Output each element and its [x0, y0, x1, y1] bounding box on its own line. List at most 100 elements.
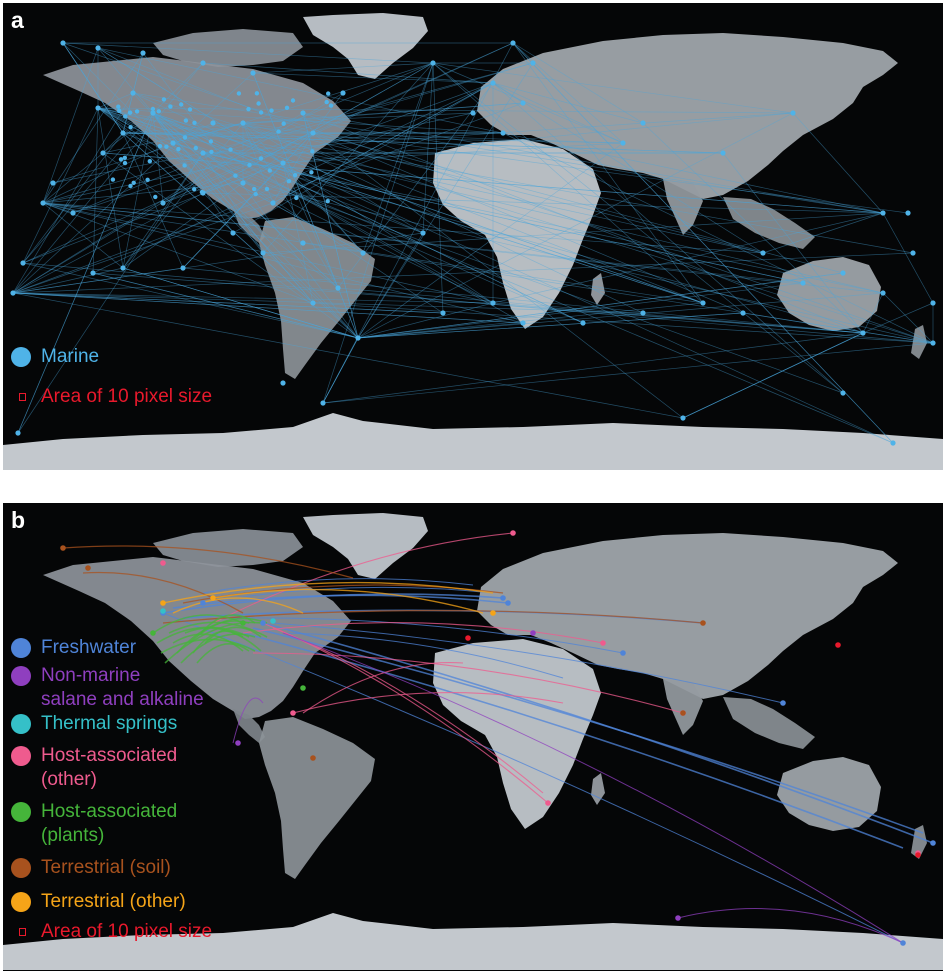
a-link: [202, 62, 434, 194]
a-link: [512, 42, 624, 144]
a-link: [17, 112, 154, 434]
a-sample-point: [252, 186, 257, 192]
panel-letter-b: b: [11, 507, 26, 533]
a-link: [492, 82, 624, 144]
a-link: [122, 267, 359, 339]
b-link-freshwater: [202, 586, 494, 604]
b-sample-points: [60, 530, 936, 946]
a-sample-point: [490, 80, 496, 86]
a-sample-point: [170, 140, 176, 146]
a-link: [512, 42, 894, 444]
a-sample-point: [420, 230, 426, 236]
a-link: [152, 112, 164, 204]
a-sample-point: [118, 157, 124, 162]
legend-label-non-marine: Non-marine: [41, 665, 141, 686]
a-link: [432, 62, 794, 114]
a-link: [682, 332, 864, 419]
a-sample-point: [20, 260, 26, 266]
a-link: [97, 107, 124, 269]
a-link: [322, 62, 434, 404]
a-sample-point: [910, 250, 916, 256]
a-link: [12, 292, 644, 314]
a-link: [72, 132, 314, 214]
a-link: [152, 112, 339, 289]
a-link: [862, 292, 884, 334]
a-sample-point: [161, 97, 167, 102]
a-sample-point: [15, 430, 21, 436]
a-sample-point: [253, 191, 258, 197]
a-link: [152, 112, 264, 254]
a-link: [242, 122, 909, 214]
a-sample-point: [510, 40, 516, 46]
a-link: [92, 272, 864, 334]
a-link: [97, 107, 704, 304]
b-link-host-other: [242, 622, 604, 644]
a-sample-point: [280, 160, 286, 166]
a-link: [202, 152, 804, 284]
a-sample-point: [880, 210, 886, 216]
a-sample-point: [250, 70, 256, 76]
b-sample-point: [235, 740, 241, 746]
b-link-freshwater: [252, 627, 924, 834]
b-link-non-marine: [282, 632, 904, 944]
b-land-india-sea: [663, 679, 703, 735]
a-sample-point: [50, 180, 56, 186]
b-land-southeast-asia: [723, 697, 815, 749]
a-sample-point: [193, 145, 198, 151]
b-sample-point: [310, 755, 316, 761]
a-sample-point: [153, 194, 158, 200]
a-link: [202, 152, 894, 444]
a-sample-point: [233, 173, 238, 178]
a-link: [312, 92, 344, 134]
a-link: [22, 262, 934, 344]
a-sample-point: [930, 300, 936, 306]
a-sample-point: [310, 300, 316, 306]
a-link: [152, 112, 314, 304]
b-link-host-other: [252, 652, 684, 714]
a-land-greenland: [303, 13, 428, 79]
a-link: [252, 72, 359, 339]
a-link: [242, 122, 339, 289]
area-scale-square: [19, 393, 26, 401]
b-link-host-plants: [180, 633, 256, 664]
a-link: [12, 252, 914, 294]
b-link-terrestrial-other: [162, 581, 494, 604]
a-sample-point: [700, 300, 706, 306]
a-sample-point: [310, 149, 315, 154]
b-sample-point: [160, 600, 166, 606]
b-sample-point: [200, 600, 206, 606]
a-sample-point: [300, 110, 306, 116]
legend-label-host-other-line2: (other): [41, 769, 97, 790]
a-link: [182, 132, 314, 269]
a-sample-point: [123, 114, 128, 119]
a-link: [492, 82, 644, 124]
a-sample-point: [247, 162, 252, 168]
a-sample-point: [127, 110, 133, 115]
a-link: [122, 132, 844, 394]
a-link: [502, 132, 934, 344]
a-link: [42, 202, 74, 214]
a-sample-point: [95, 105, 101, 111]
a-sample-point: [760, 250, 766, 256]
b-sample-point: [60, 545, 66, 551]
a-link: [152, 112, 244, 184]
a-link: [232, 82, 494, 234]
a-link: [682, 332, 864, 419]
b-sample-point: [260, 620, 266, 626]
a-sample-point: [183, 118, 189, 123]
a-link: [362, 62, 434, 254]
a-link: [242, 122, 364, 254]
a-link: [122, 102, 524, 134]
a-sample-point: [122, 160, 128, 166]
a-link: [62, 42, 124, 134]
a-link: [242, 122, 424, 234]
a-sample-point: [130, 90, 136, 96]
a-link: [312, 132, 624, 144]
b-sample-point: [510, 530, 516, 536]
a-sample-point: [168, 104, 173, 109]
a-link: [202, 62, 434, 194]
b-land-antarctica: [3, 913, 943, 970]
a-sample-point: [292, 173, 298, 178]
a-link: [302, 112, 314, 134]
a-sample-point: [620, 140, 626, 146]
